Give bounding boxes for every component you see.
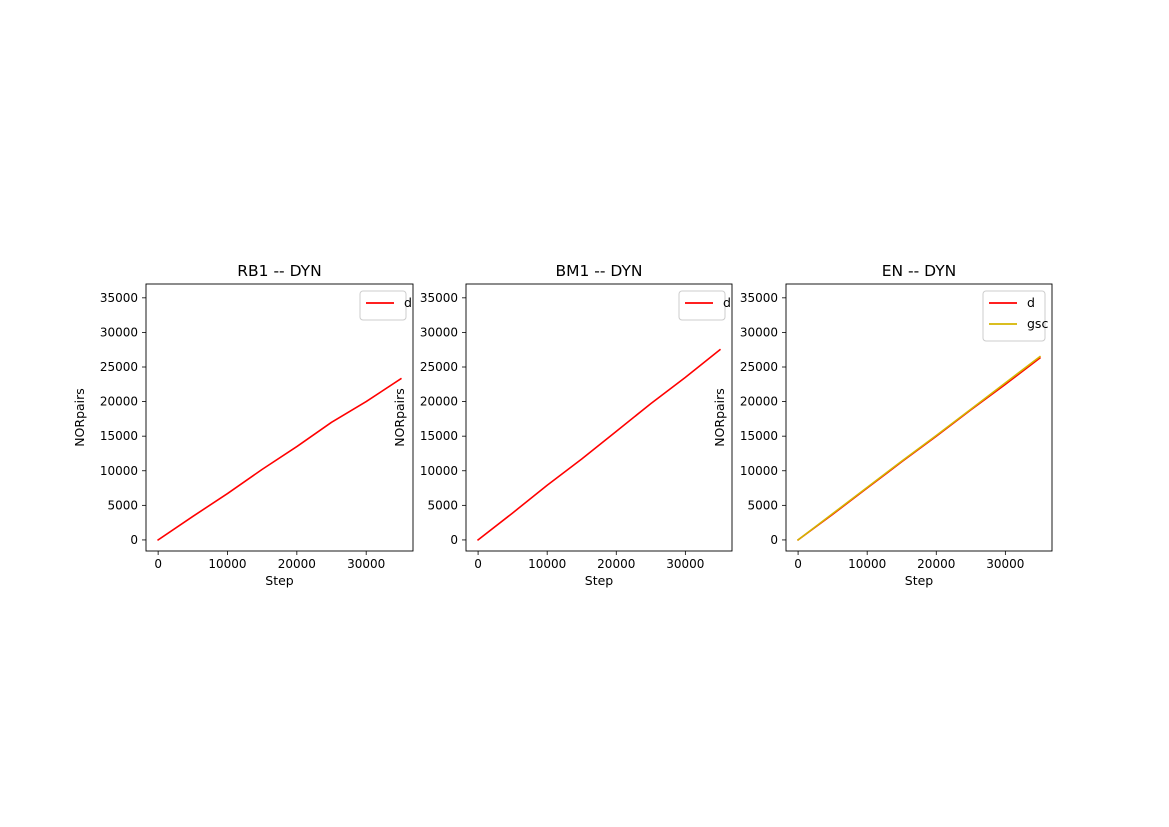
y-tick-label: 15000: [100, 429, 138, 443]
y-axis-label: NORpairs: [712, 388, 727, 447]
axes-frame: [785, 283, 1053, 552]
series-line-gsc: [796, 355, 1042, 542]
y-tick-label: 35000: [420, 291, 458, 305]
x-tick-label: 20000: [278, 557, 316, 571]
y-tick-label: 5000: [427, 498, 458, 512]
y-tick-label: 20000: [420, 395, 458, 409]
axes-frame: [465, 283, 733, 552]
x-tick-label: 10000: [208, 557, 246, 571]
x-tick-label: 30000: [347, 557, 385, 571]
y-tick-label: 25000: [740, 360, 778, 374]
y-tick-label: 10000: [740, 464, 778, 478]
y-tick-label: 15000: [420, 429, 458, 443]
y-tick-label: 25000: [100, 360, 138, 374]
y-axis-label: NORpairs: [72, 388, 87, 447]
legend: d: [359, 290, 412, 321]
y-tick-label: 20000: [740, 395, 778, 409]
plot-area: [476, 348, 722, 542]
chart-title: RB1 -- DYN: [237, 262, 321, 280]
y-tick-label: 0: [130, 533, 138, 547]
x-axis-label: Step: [905, 573, 934, 588]
chart-panel: 0 10000 20000 30000 0 5000 10000 15000 20000 2500…: [72, 262, 414, 588]
legend-label-d: d: [1027, 295, 1035, 310]
y-tick-label: 0: [770, 533, 778, 547]
y-tick-label: 25000: [420, 360, 458, 374]
plot-area: [157, 377, 402, 542]
chart-panel: 0 10000 20000 30000 0 5000 10000 15000 20000 2500…: [712, 262, 1053, 588]
x-tick-label: 20000: [917, 557, 955, 571]
series-line-d: [476, 348, 722, 542]
y-tick-label: 15000: [740, 429, 778, 443]
chart-panel: 0 10000 20000 30000 0 5000 10000 15000 20000 2500…: [392, 262, 733, 588]
y-tick-label: 5000: [107, 498, 138, 512]
legend: d gsc: [982, 290, 1048, 342]
y-tick-label: 30000: [740, 325, 778, 339]
legend-label-d: d: [723, 295, 731, 310]
legend-box: [678, 290, 726, 321]
axes-frame: [145, 283, 414, 552]
y-tick-label: 20000: [100, 395, 138, 409]
x-axis-label: Step: [265, 573, 294, 588]
legend-label-d: d: [404, 295, 412, 310]
x-tick-label: 10000: [528, 557, 566, 571]
x-tick-label: 10000: [848, 557, 886, 571]
plot-area: [796, 355, 1042, 542]
x-tick-label: 30000: [986, 557, 1024, 571]
x-tick-label: 20000: [597, 557, 635, 571]
x-tick-label: 0: [474, 557, 482, 571]
y-tick-label: 30000: [420, 325, 458, 339]
y-axis-label: NORpairs: [392, 388, 407, 447]
y-tick-label: 30000: [100, 325, 138, 339]
legend: d: [678, 290, 731, 321]
legend-label-gsc: gsc: [1027, 316, 1048, 331]
y-tick-label: 35000: [100, 291, 138, 305]
series-line-d: [157, 377, 402, 542]
x-axis-label: Step: [585, 573, 614, 588]
y-tick-label: 5000: [747, 498, 778, 512]
chart-title: BM1 -- DYN: [555, 262, 642, 280]
legend-box: [359, 290, 407, 321]
x-tick-label: 0: [154, 557, 162, 571]
y-tick-label: 0: [450, 533, 458, 547]
y-tick-label: 10000: [100, 464, 138, 478]
y-tick-label: 35000: [740, 291, 778, 305]
chart-title: EN -- DYN: [882, 262, 957, 280]
y-tick-label: 10000: [420, 464, 458, 478]
x-tick-label: 30000: [666, 557, 704, 571]
x-tick-label: 0: [794, 557, 802, 571]
